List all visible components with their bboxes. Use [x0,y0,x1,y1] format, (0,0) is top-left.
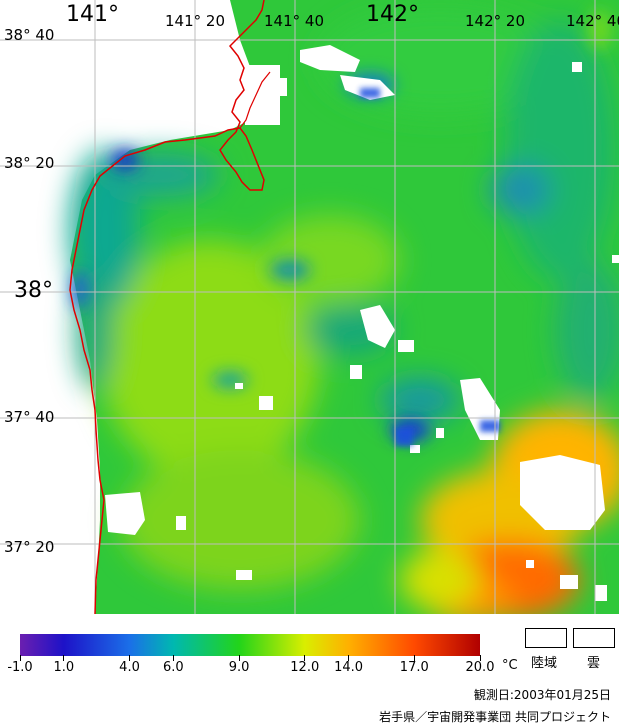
colorbar-tick-label: -1.0 [7,660,33,675]
longitude-label: 142° [366,2,419,27]
colorbar-tick [172,655,174,661]
colorbar-tick [129,655,131,661]
sea-surface-temperature-map [0,0,619,614]
latitude-label: 37° 20 [4,538,55,556]
colorbar-tick [479,655,481,661]
temperature-color-bar [20,634,480,656]
credit-text: 岩手県／宇宙開発事業団 共同プロジェクト [379,710,611,724]
latitude-label: 38° 40 [4,26,55,44]
longitude-label: 141° [66,2,119,27]
graticule [0,0,619,614]
colorbar-tick-label: 20.0 [465,660,495,675]
longitude-label: 142° 40 [566,12,619,30]
colorbar-tick-label: 6.0 [162,660,184,675]
colorbar-tick-label: 4.0 [119,660,140,675]
colorbar-tick [304,655,306,661]
cloud-swatch [573,628,615,648]
latitude-label: 38° [14,278,53,303]
coastline [69,0,265,614]
colorbar-tick-label: 1.0 [53,660,75,675]
longitude-label: 141° 40 [264,12,324,30]
colorbar-tick [63,655,65,661]
colorbar-tick [19,655,21,661]
temperature-unit: °C [502,658,518,673]
colorbar-tick-label: 14.0 [334,660,364,675]
longitude-label: 141° 20 [165,12,225,30]
land-swatch [525,628,567,648]
colorbar-tick-label: 12.0 [290,660,320,675]
cloud-legend-label: 雲 [587,656,601,671]
colorbar-tick [413,655,415,661]
observation-date: 観測日:2003年01月25日 [473,688,611,702]
land-legend-label: 陸域 [531,656,558,671]
colorbar-tick-label: 17.0 [399,660,429,675]
latitude-label: 37° 40 [4,408,55,426]
colorbar-tick-label: 9.0 [228,660,250,675]
colorbar-tick [348,655,350,661]
sea-temperature-field [70,0,619,614]
colorbar-tick [238,655,240,661]
latitude-label: 38° 20 [4,154,55,172]
longitude-label: 142° 20 [465,12,525,30]
